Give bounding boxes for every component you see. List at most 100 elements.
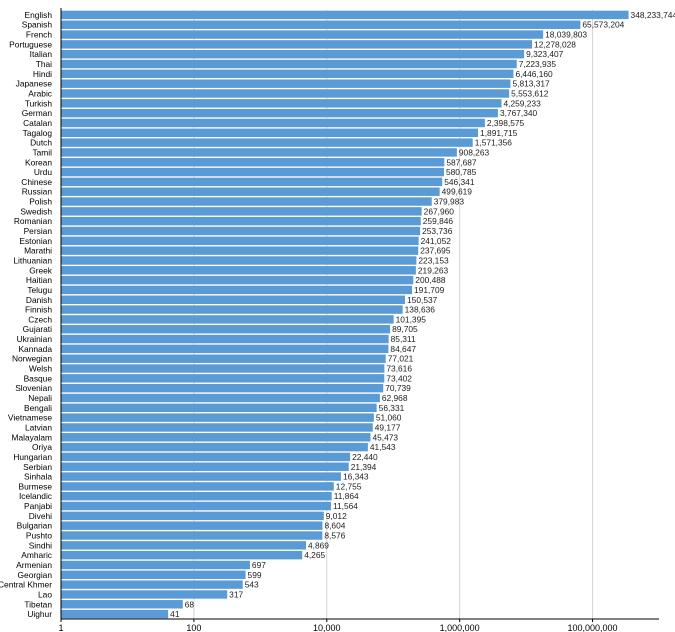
category-label: Ukrainian bbox=[17, 334, 53, 344]
value-label: 5,553,612 bbox=[511, 88, 549, 98]
value-label: 8,604 bbox=[324, 521, 345, 531]
category-label: Bengali bbox=[24, 403, 52, 413]
bar bbox=[61, 364, 385, 373]
category-label: Bulgarian bbox=[17, 521, 53, 531]
value-label: 56,331 bbox=[379, 403, 405, 413]
bar bbox=[61, 275, 414, 285]
bar bbox=[61, 108, 498, 118]
category-label: Thai bbox=[36, 59, 52, 69]
category-label: Dutch bbox=[30, 138, 52, 148]
category-label: Marathi bbox=[24, 246, 52, 256]
category-label: Burmese bbox=[18, 481, 52, 491]
category-label: Urdu bbox=[34, 167, 52, 177]
bar bbox=[61, 187, 440, 196]
category-label: Italian bbox=[30, 49, 53, 59]
category-label: Estonian bbox=[19, 236, 52, 246]
category-label: Gujarati bbox=[23, 324, 52, 334]
bar bbox=[61, 452, 351, 462]
bar bbox=[61, 550, 303, 560]
bar bbox=[61, 207, 422, 216]
category-label: Tibetan bbox=[24, 599, 52, 609]
value-label: 1,891,715 bbox=[480, 128, 518, 138]
category-label: Divehi bbox=[29, 511, 52, 521]
bar bbox=[61, 148, 457, 157]
value-label: 150,537 bbox=[407, 295, 438, 305]
category-label: Uighur bbox=[27, 609, 52, 619]
value-label: 65,573,204 bbox=[582, 20, 624, 30]
category-label: Nepali bbox=[28, 393, 52, 403]
value-label: 101,395 bbox=[396, 314, 427, 324]
value-label: 16,343 bbox=[343, 472, 369, 482]
category-label: Lithuanian bbox=[13, 255, 52, 265]
value-label: 241,052 bbox=[421, 236, 452, 246]
value-label: 237,695 bbox=[420, 246, 451, 256]
bar bbox=[61, 246, 419, 255]
category-label: Romanian bbox=[14, 216, 53, 226]
category-label: Icelandic bbox=[19, 491, 52, 501]
category-label: Chinese bbox=[21, 177, 52, 187]
value-label: 70,739 bbox=[385, 383, 411, 393]
bar bbox=[61, 285, 413, 295]
value-label: 62,968 bbox=[382, 393, 408, 403]
bar bbox=[61, 521, 323, 530]
value-label: 45,473 bbox=[372, 432, 398, 442]
category-label: Persian bbox=[24, 226, 53, 236]
category-label: Serbian bbox=[23, 462, 52, 472]
category-label: Russian bbox=[22, 187, 53, 197]
value-label: 599 bbox=[248, 570, 262, 580]
bar bbox=[61, 472, 341, 481]
value-label: 6,446,160 bbox=[515, 69, 553, 79]
value-label: 4,265 bbox=[304, 550, 325, 560]
value-label: 200,488 bbox=[415, 275, 446, 285]
bar bbox=[61, 266, 416, 275]
bar bbox=[61, 325, 391, 334]
value-label: 9,012 bbox=[326, 511, 347, 521]
category-label: Finnish bbox=[25, 305, 52, 315]
value-label: 4,869 bbox=[308, 540, 329, 550]
bar bbox=[61, 462, 349, 471]
category-label: Malayalam bbox=[12, 432, 53, 442]
bar bbox=[61, 89, 510, 98]
bar bbox=[61, 511, 324, 521]
bar bbox=[61, 560, 250, 570]
bar bbox=[61, 334, 389, 344]
category-label: Turkish bbox=[25, 98, 52, 108]
bar bbox=[61, 315, 394, 324]
bar bbox=[61, 256, 417, 265]
bar bbox=[61, 442, 368, 452]
category-label: Swedish bbox=[20, 206, 52, 216]
x-tick-label: 100,000,000 bbox=[568, 623, 618, 632]
bar bbox=[61, 69, 514, 79]
value-label: 41,543 bbox=[370, 442, 396, 452]
bar bbox=[61, 216, 421, 226]
value-label: 68 bbox=[185, 599, 195, 609]
value-label: 89,705 bbox=[392, 324, 418, 334]
category-label: Norwegian bbox=[12, 354, 52, 364]
category-label: Tagalog bbox=[23, 128, 53, 138]
category-label: Amharic bbox=[21, 550, 52, 560]
category-label: Pushto bbox=[26, 531, 52, 541]
category-label: Telugu bbox=[27, 285, 52, 295]
bar bbox=[61, 30, 544, 39]
bar bbox=[61, 167, 444, 177]
value-label: 543 bbox=[245, 580, 259, 590]
bar bbox=[61, 600, 183, 609]
bar bbox=[61, 40, 533, 49]
category-label: Armenian bbox=[16, 560, 52, 570]
bar bbox=[61, 501, 331, 511]
category-labels: EnglishSpanishFrenchPortugueseItalianTha… bbox=[0, 10, 53, 619]
bar bbox=[61, 305, 403, 314]
value-label: 18,039,803 bbox=[545, 30, 587, 40]
category-label: Sindhi bbox=[29, 540, 52, 550]
value-label: 22,440 bbox=[352, 452, 378, 462]
value-label: 12,755 bbox=[336, 481, 362, 491]
value-label: 259,846 bbox=[423, 216, 454, 226]
category-label: Central Khmer bbox=[0, 580, 52, 590]
value-label: 9,323,407 bbox=[526, 49, 564, 59]
category-label: Tamil bbox=[32, 147, 52, 157]
x-tick-label: 1,000,000 bbox=[440, 623, 480, 632]
category-label: French bbox=[26, 30, 52, 40]
category-label: Latvian bbox=[25, 422, 52, 432]
x-tick-label: 10,000 bbox=[313, 623, 341, 632]
bar bbox=[61, 197, 432, 206]
